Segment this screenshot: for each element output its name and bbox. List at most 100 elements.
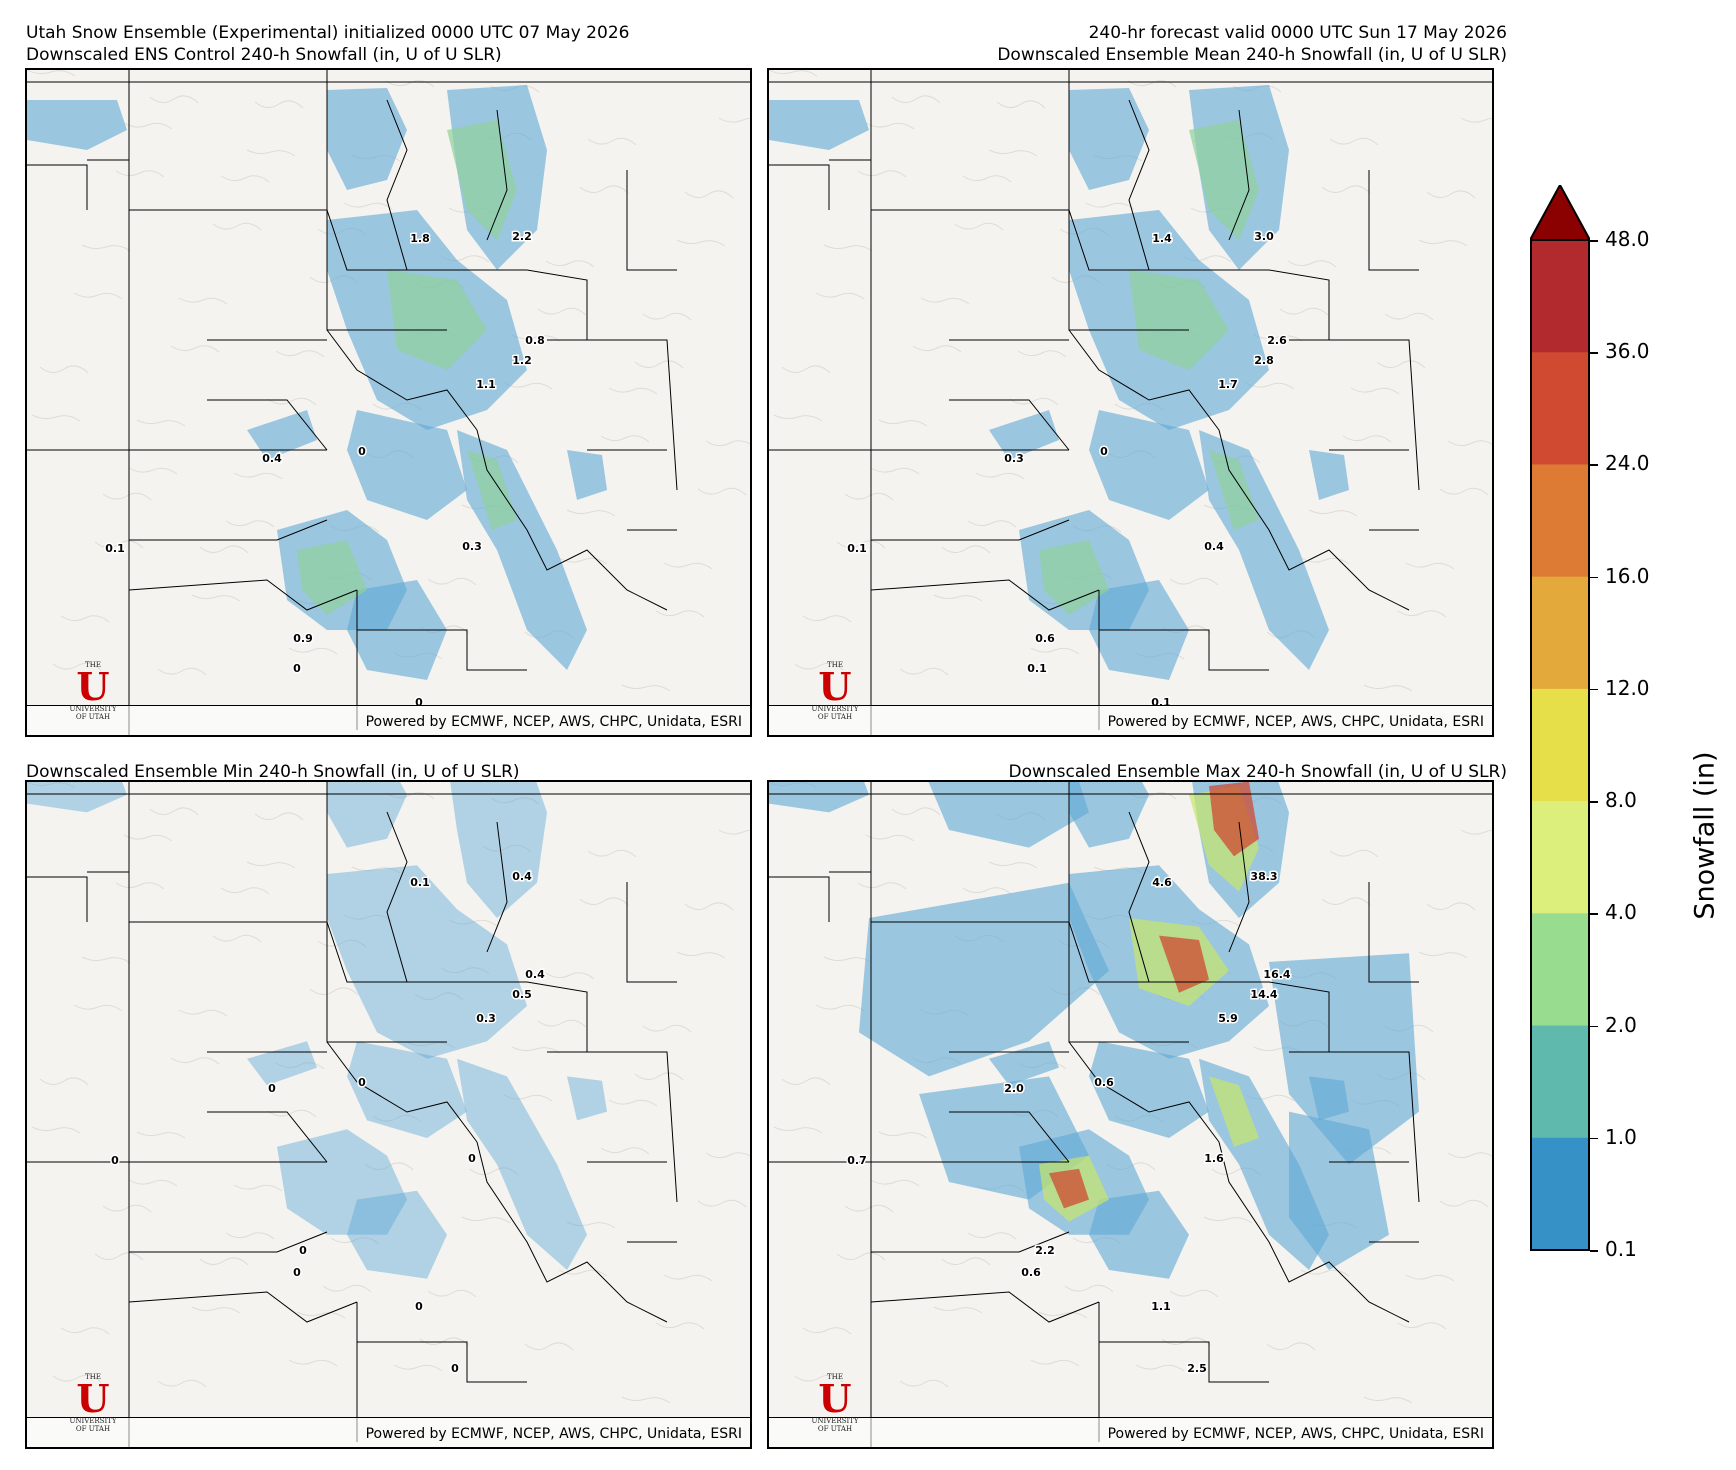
point-snowfall-label: 0 (111, 1154, 119, 1167)
snow-area-light (1089, 410, 1209, 520)
point-snowfall-label: 0.3 (476, 1012, 496, 1025)
political-boundaries (769, 70, 1420, 735)
university-of-utah-logo: THE U UNIVERSITY OF UTAH (69, 1373, 117, 1433)
colorbar-tick (1590, 913, 1598, 915)
point-snowfall-label: 0 (358, 1076, 366, 1089)
point-snowfall-label: 0.5 (512, 988, 532, 1001)
snow-area-moderate (1039, 540, 1109, 615)
snow-area-light (27, 782, 127, 813)
colorbar-frame (1530, 239, 1590, 1251)
snow-area-moderate (1209, 450, 1259, 530)
snow-area-light (277, 1129, 407, 1235)
snowfall-map-max: 38.3 4.6 16.4 14.4 5.9 2.0 0.6 0.7 1.6 2.2 0.6 1.1 2… (769, 782, 1492, 1447)
point-snowfall-label: 1.4 (1152, 232, 1172, 245)
snow-area-light (1089, 1041, 1209, 1138)
map-panel-min: 0.4 0.1 0.4 0.5 0.3 0 0 0 0 0 0 0 0 Powered by ECMWF… (25, 780, 752, 1449)
credit-text: Powered by ECMWF, NCEP, AWS, CHPC, Unida… (365, 1426, 742, 1442)
colorbar-tick (1590, 801, 1598, 803)
snow-area-moderate (467, 450, 517, 530)
panel-title-control: Downscaled ENS Control 240-h Snowfall (i… (26, 45, 502, 65)
colorbar-tick (1590, 1025, 1598, 1028)
map-panel-mean: 3.01.42.62.81.70.300.10.40.60.10.10 Powe… (767, 68, 1494, 737)
snowfall-map-mean: 3.01.42.62.81.70.300.10.40.60.10.10 (769, 70, 1492, 735)
point-snowfall-label: 1.1 (476, 378, 496, 391)
point-snowfall-label: 16.4 (1263, 968, 1290, 981)
snow-area-moderate (297, 540, 367, 615)
credit-text: Powered by ECMWF, NCEP, AWS, CHPC, Unida… (1107, 1426, 1484, 1442)
point-snowfall-label: 0.7 (847, 1154, 867, 1167)
map-footer (27, 705, 750, 735)
colorbar-tick (1590, 352, 1598, 354)
university-of-utah-logo: THE U UNIVERSITY OF UTAH (811, 1373, 859, 1433)
point-snowfall-label: 0 (415, 696, 423, 709)
point-snowfall-label: 2.8 (1254, 354, 1274, 367)
point-snowfall-label: 3.0 (1254, 230, 1274, 243)
point-snowfall-label: 0.3 (1004, 452, 1024, 465)
snow-area-light (1289, 1111, 1389, 1270)
credit-text: Powered by ECMWF, NCEP, AWS, CHPC, Unida… (1107, 714, 1484, 730)
snow-area-light (1069, 782, 1149, 848)
colorbar-tick-label: 8.0 (1605, 788, 1637, 813)
point-snowfall-label: 0.6 (1094, 1076, 1114, 1089)
snow-area-light (347, 1041, 467, 1138)
snow-area-moderate (1129, 270, 1229, 370)
credit-text: Powered by ECMWF, NCEP, AWS, CHPC, Unida… (365, 714, 742, 730)
point-snowfall-label: 0.8 (525, 334, 545, 347)
snowfall-colorbar (1530, 185, 1590, 1251)
snow-area-heavy (1049, 1168, 1089, 1209)
snow-area-heavy (1209, 782, 1259, 857)
snowfall-shading (769, 782, 1419, 1279)
point-snowfall-label: 0.4 (525, 968, 545, 981)
point-snowfall-label: 14.4 (1250, 988, 1277, 1001)
colorbar-tick-label: 36.0 (1605, 339, 1650, 364)
point-snowfall-label: 0 (268, 1082, 276, 1095)
colorbar-tick-label: 1.0 (1605, 1124, 1637, 1149)
snow-area-moderate (387, 270, 487, 370)
snow-area-light (27, 100, 127, 150)
snow-area-light (1069, 88, 1149, 190)
point-snowfall-label: 2.5 (1187, 1362, 1207, 1375)
snowfall-shading (27, 782, 607, 1279)
point-snowfall-label: 1.7 (1218, 378, 1238, 391)
colorbar-tick-label: 4.0 (1605, 900, 1637, 925)
point-snowfall-label: 2.2 (512, 230, 532, 243)
colorbar-tick (1590, 464, 1598, 466)
snowfall-shading (769, 85, 1349, 680)
colorbar-segment (1530, 1025, 1590, 1139)
university-of-utah-logo: THE U UNIVERSITY OF UTAH (69, 661, 117, 721)
colorbar-tick-label: 48.0 (1605, 227, 1650, 251)
point-snowfall-label: 0.1 (1027, 662, 1047, 675)
point-snowfall-label: 0 (299, 1244, 307, 1257)
point-snowfall-label: 0 (468, 1152, 476, 1165)
run-title: Utah Snow Ensemble (Experimental) initia… (26, 23, 630, 43)
point-snowfall-label: 0 (358, 445, 366, 458)
panel-title-max: Downscaled Ensemble Max 240-h Snowfall (… (1008, 762, 1508, 782)
snow-area-light (247, 410, 317, 460)
colorbar-tick-label: 16.0 (1605, 563, 1650, 588)
colorbar-segment (1530, 352, 1590, 465)
snow-area-moderate (1209, 1076, 1259, 1147)
snow-area-light (567, 1076, 607, 1121)
snow-area-light (567, 450, 607, 500)
point-snowfall-label: 0.4 (512, 870, 532, 883)
snow-area-light (859, 882, 1109, 1077)
point-snowfall-label: 5.9 (1218, 1012, 1238, 1025)
political-boundaries (769, 782, 1420, 1447)
colorbar-segment (1530, 801, 1590, 914)
point-snowfall-label: 1.8 (410, 232, 430, 245)
point-snowfall-label: 0.6 (1021, 1266, 1041, 1279)
point-snowfall-label: 0 (451, 1362, 459, 1375)
panel-title-min: Downscaled Ensemble Min 240-h Snowfall (… (26, 762, 520, 782)
snow-area-light (327, 88, 407, 190)
snow-area-light (1089, 1190, 1189, 1279)
colorbar-segment (1530, 913, 1590, 1027)
map-panel-control: 2.21.80.81.21.10.400.10.30.9000 Powered … (25, 68, 752, 737)
snow-area-light (327, 782, 407, 848)
point-snowfall-label: 0.6 (1035, 632, 1055, 645)
snow-area-light (347, 1190, 447, 1279)
colorbar-segment (1530, 576, 1590, 690)
point-snowfall-label: 0 (415, 1300, 423, 1313)
colorbar-tick (1590, 240, 1598, 242)
university-of-utah-logo: THE U UNIVERSITY OF UTAH (811, 661, 859, 721)
colorbar-tick-label: 12.0 (1605, 675, 1650, 700)
